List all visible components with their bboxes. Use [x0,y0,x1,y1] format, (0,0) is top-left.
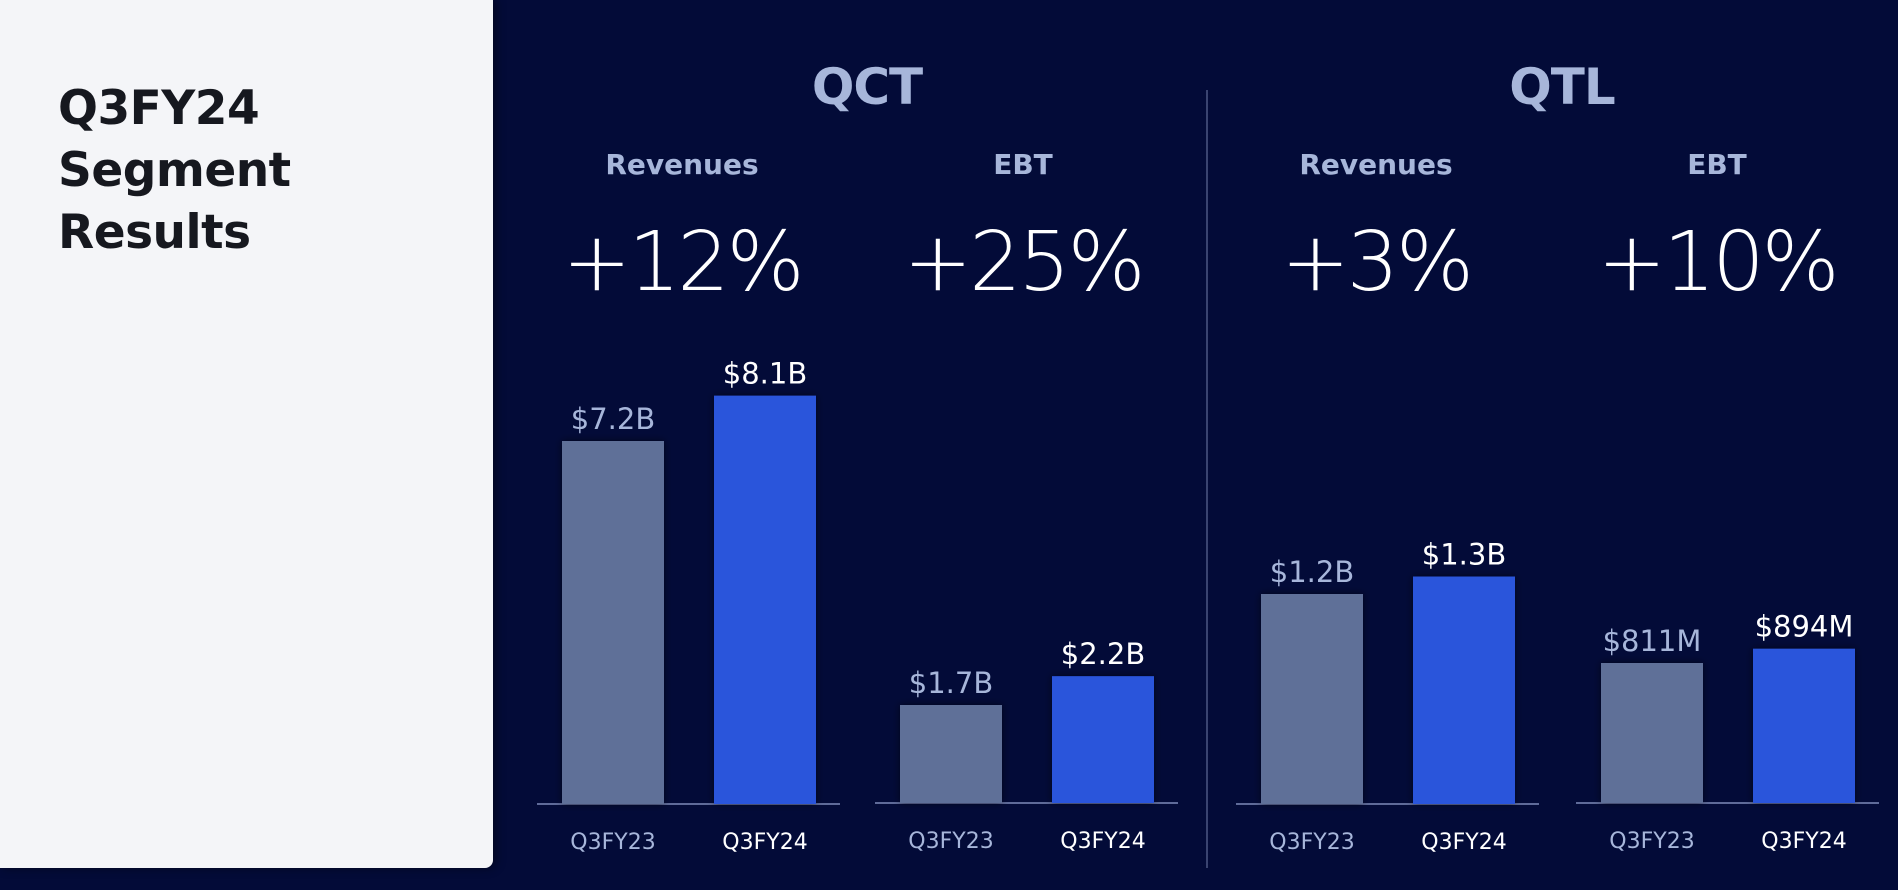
category-label-qct-ebt-q3fy23: Q3FY23 [908,829,993,854]
category-label-qtl-revenues-q3fy23: Q3FY23 [1269,830,1354,855]
bar-qct-revenues-q3fy23 [562,441,664,804]
growth-qtl-ebt: +10% [1597,215,1840,310]
bar-qtl-ebt-q3fy24 [1753,648,1855,803]
growth-qct-revenues: +12% [562,215,805,310]
bar-qct-ebt-q3fy24 [1052,676,1154,803]
slide-title-line-1: Q3FY24 [58,81,260,136]
growth-qct-ebt: +25% [903,215,1146,310]
metric-name-qct-revenues: Revenues [605,148,759,181]
value-label-qtl-ebt-q3fy23: $811M [1603,624,1702,658]
slide-title: Q3FY24 Segment Results [58,78,291,264]
category-label-qtl-revenues-q3fy24: Q3FY24 [1421,830,1506,855]
segment-name-qtl: QTL [1509,58,1615,116]
metric-name-qtl-revenues: Revenues [1299,148,1453,181]
bar-qtl-ebt-q3fy23 [1601,663,1703,803]
bar-qtl-revenues-q3fy24 [1413,576,1515,804]
segment-divider [1206,90,1208,868]
slide-title-line-2: Segment [58,143,291,198]
value-label-qtl-ebt-q3fy24: $894M [1755,610,1854,644]
slide-title-line-3: Results [58,205,251,260]
value-label-qtl-revenues-q3fy24: $1.3B [1422,538,1506,572]
category-label-qct-revenues-q3fy23: Q3FY23 [570,830,655,855]
category-label-qct-revenues-q3fy24: Q3FY24 [722,830,807,855]
bar-qtl-revenues-q3fy23 [1261,594,1363,804]
value-label-qct-revenues-q3fy24: $8.1B [723,357,807,391]
segment-name-qct: QCT [811,58,923,116]
bar-qct-revenues-q3fy24 [714,395,816,804]
metric-name-qct-ebt: EBT [993,148,1053,181]
growth-qtl-revenues: +3% [1281,215,1474,310]
metric-name-qtl-ebt: EBT [1687,148,1747,181]
value-label-qct-ebt-q3fy23: $1.7B [909,666,993,700]
value-label-qct-ebt-q3fy24: $2.2B [1061,637,1145,671]
category-label-qtl-ebt-q3fy23: Q3FY23 [1609,829,1694,854]
title-panel: Q3FY24 Segment Results [0,0,493,868]
category-label-qtl-ebt-q3fy24: Q3FY24 [1761,829,1846,854]
category-label-qct-ebt-q3fy24: Q3FY24 [1060,829,1145,854]
value-label-qtl-revenues-q3fy23: $1.2B [1270,555,1354,589]
value-label-qct-revenues-q3fy23: $7.2B [571,402,655,436]
bar-qct-ebt-q3fy23 [900,705,1002,803]
